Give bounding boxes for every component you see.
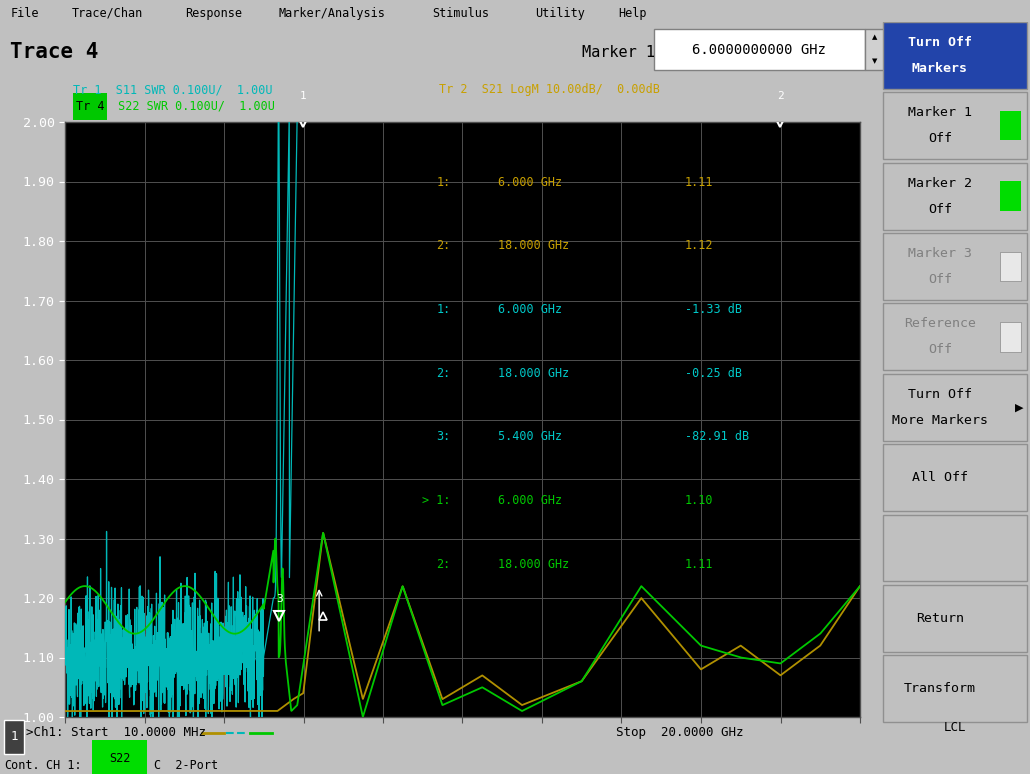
- Text: 1.12: 1.12: [685, 239, 714, 252]
- Text: Turn Off: Turn Off: [908, 36, 972, 49]
- Text: -0.25 dB: -0.25 dB: [685, 367, 742, 379]
- Text: More Markers: More Markers: [892, 413, 988, 426]
- Text: LCL: LCL: [943, 721, 966, 735]
- Text: Marker 1: Marker 1: [908, 106, 972, 119]
- Bar: [883, 585, 1027, 652]
- Text: Tr 2  S21 LogM 10.00dB/  0.00dB: Tr 2 S21 LogM 10.00dB/ 0.00dB: [439, 83, 659, 96]
- Text: Transform: Transform: [904, 682, 976, 695]
- Text: Reference: Reference: [904, 317, 976, 330]
- Bar: [1000, 252, 1021, 281]
- Text: 1: 1: [10, 731, 18, 744]
- Text: 1:: 1:: [437, 303, 450, 316]
- Bar: [883, 22, 1027, 89]
- Text: 6.0000000000 GHz: 6.0000000000 GHz: [692, 43, 826, 57]
- Text: ▲: ▲: [871, 34, 878, 40]
- Text: Markers: Markers: [912, 62, 968, 75]
- Bar: [883, 515, 1027, 581]
- Text: 1.11: 1.11: [685, 557, 714, 570]
- Text: Turn Off: Turn Off: [908, 388, 972, 401]
- Bar: [883, 303, 1027, 370]
- Text: Tr 1  S11 SWR 0.100U/  1.00U: Tr 1 S11 SWR 0.100U/ 1.00U: [73, 83, 273, 96]
- Bar: [883, 444, 1027, 511]
- Text: S22: S22: [109, 752, 131, 765]
- Text: Off: Off: [928, 343, 952, 356]
- Text: 18.000 GHz: 18.000 GHz: [499, 367, 570, 379]
- Text: Return: Return: [916, 611, 964, 625]
- Text: ▶: ▶: [1016, 402, 1024, 413]
- Text: > 1:: > 1:: [422, 494, 450, 507]
- Text: Stimulus: Stimulus: [433, 7, 489, 19]
- Text: Tr 4: Tr 4: [76, 100, 105, 113]
- Text: 1: 1: [300, 91, 307, 101]
- Bar: [883, 233, 1027, 300]
- Text: Marker 2: Marker 2: [908, 176, 972, 190]
- Text: Response: Response: [185, 7, 242, 19]
- Text: Trace 4: Trace 4: [10, 43, 99, 62]
- Bar: [1000, 111, 1021, 140]
- Text: 2: 2: [777, 91, 784, 101]
- Bar: [1000, 181, 1021, 211]
- Bar: [883, 92, 1027, 159]
- Text: C  2-Port: C 2-Port: [154, 759, 218, 772]
- Text: 2:: 2:: [437, 239, 450, 252]
- Bar: [4, 720, 24, 754]
- Text: >Ch1: Start  10.0000 MHz: >Ch1: Start 10.0000 MHz: [27, 727, 206, 739]
- Text: Stop  20.0000 GHz: Stop 20.0000 GHz: [616, 727, 744, 739]
- Bar: [865, 29, 884, 70]
- Text: 1:: 1:: [437, 176, 450, 189]
- Text: 1.11: 1.11: [685, 176, 714, 189]
- Text: S22 SWR 0.100U/  1.00U: S22 SWR 0.100U/ 1.00U: [111, 100, 275, 113]
- Text: Cont.: Cont.: [4, 759, 40, 772]
- Bar: [1000, 322, 1021, 351]
- Text: All Off: All Off: [912, 471, 968, 484]
- Text: Off: Off: [928, 203, 952, 215]
- Text: 2:: 2:: [437, 557, 450, 570]
- Text: 6.000 GHz: 6.000 GHz: [499, 303, 562, 316]
- Text: File: File: [10, 7, 39, 19]
- Text: ▼: ▼: [871, 59, 878, 64]
- Text: Marker 1: Marker 1: [582, 45, 655, 60]
- Bar: [883, 656, 1027, 722]
- Text: Marker/Analysis: Marker/Analysis: [278, 7, 385, 19]
- Text: 18.000 GHz: 18.000 GHz: [499, 557, 570, 570]
- Text: 18.000 GHz: 18.000 GHz: [499, 239, 570, 252]
- Bar: [883, 163, 1027, 230]
- Text: Off: Off: [928, 132, 952, 146]
- Text: Utility: Utility: [536, 7, 585, 19]
- Bar: [73, 93, 107, 120]
- Text: CH 1:: CH 1:: [45, 759, 81, 772]
- Text: 6.000 GHz: 6.000 GHz: [499, 494, 562, 507]
- Text: Off: Off: [928, 273, 952, 286]
- Text: Trace/Chan: Trace/Chan: [72, 7, 143, 19]
- Text: -82.91 dB: -82.91 dB: [685, 430, 749, 444]
- Bar: [654, 29, 865, 70]
- Text: 5.400 GHz: 5.400 GHz: [499, 430, 562, 444]
- Bar: [883, 374, 1027, 440]
- Text: Marker 3: Marker 3: [908, 247, 972, 260]
- Text: 6.000 GHz: 6.000 GHz: [499, 176, 562, 189]
- Text: 1.10: 1.10: [685, 494, 714, 507]
- Bar: [93, 740, 147, 774]
- Text: 3:: 3:: [437, 430, 450, 444]
- Text: 3: 3: [276, 594, 282, 604]
- Text: 2:: 2:: [437, 367, 450, 379]
- Text: -1.33 dB: -1.33 dB: [685, 303, 742, 316]
- Text: Help: Help: [618, 7, 647, 19]
